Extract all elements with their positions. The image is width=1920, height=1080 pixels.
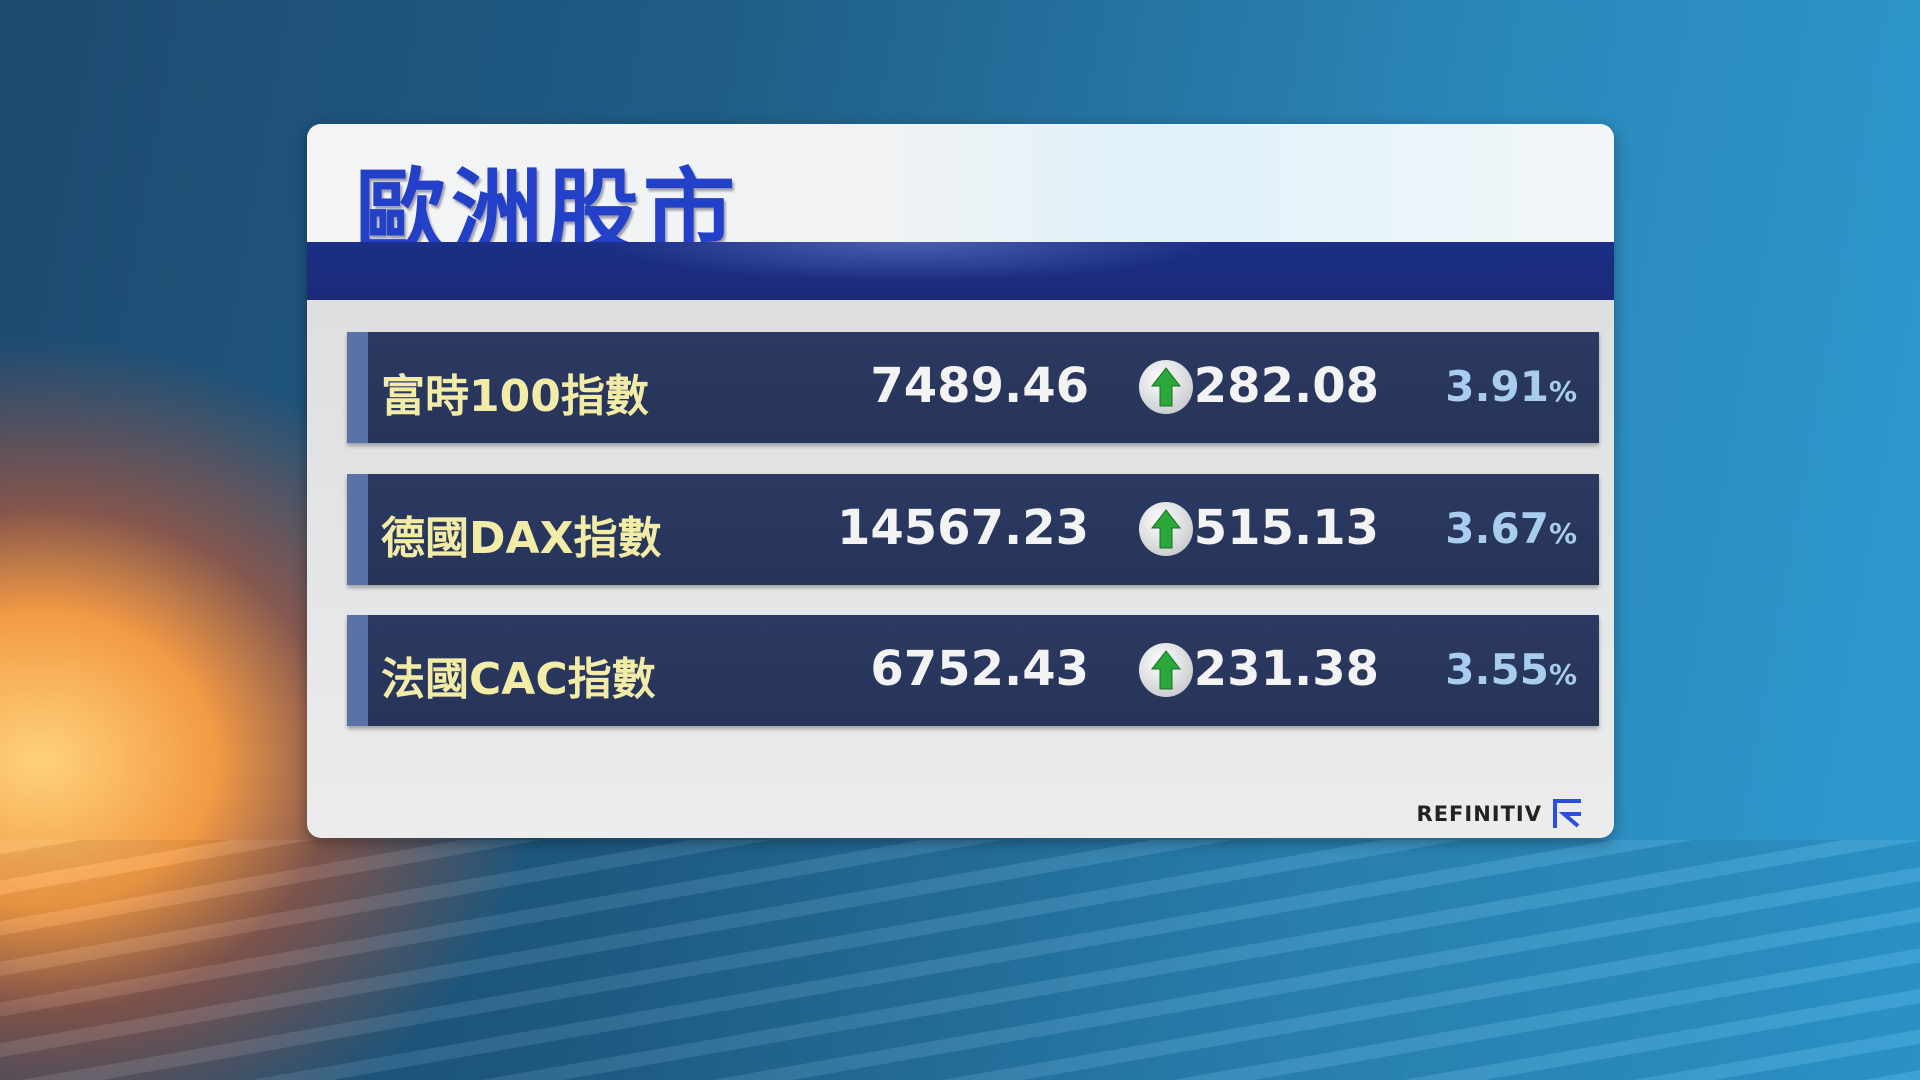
index-name: 法國CAC指數 xyxy=(381,654,656,705)
row-accent xyxy=(347,474,368,585)
index-name: 富時100指數 xyxy=(381,371,649,422)
index-value: 6752.43 xyxy=(870,641,1089,697)
refinitiv-logo-icon xyxy=(1553,799,1581,828)
index-change: 231.38 xyxy=(1193,641,1379,697)
logo-text: REFINITIV xyxy=(1416,802,1542,826)
index-percent: 3.55% xyxy=(1445,645,1577,694)
row-accent xyxy=(347,332,368,443)
up-arrow-icon xyxy=(1139,643,1193,697)
index-row: 富時100指數 7489.46 282.08 3.91% xyxy=(347,332,1599,443)
row-accent xyxy=(347,615,368,726)
background-floor xyxy=(0,840,1920,1080)
title-band: 歐洲股市 xyxy=(307,124,1614,266)
blue-bar xyxy=(307,242,1614,300)
index-row: 德國DAX指數 14567.23 515.13 3.67% xyxy=(347,474,1599,585)
refinitiv-logo: REFINITIV xyxy=(1417,798,1584,830)
up-arrow-icon xyxy=(1139,360,1193,414)
index-value: 7489.46 xyxy=(870,358,1089,414)
index-row: 法國CAC指數 6752.43 231.38 3.55% xyxy=(347,615,1599,726)
up-arrow-icon xyxy=(1139,502,1193,556)
index-value: 14567.23 xyxy=(836,500,1089,556)
index-change: 515.13 xyxy=(1193,500,1379,556)
index-percent: 3.67% xyxy=(1445,504,1577,553)
market-panel: 歐洲股市 富時100指數 7489.46 282.08 3.91% 德國DAX指… xyxy=(307,124,1614,838)
index-change: 282.08 xyxy=(1193,358,1379,414)
index-percent: 3.91% xyxy=(1445,362,1577,411)
index-name: 德國DAX指數 xyxy=(381,513,662,564)
